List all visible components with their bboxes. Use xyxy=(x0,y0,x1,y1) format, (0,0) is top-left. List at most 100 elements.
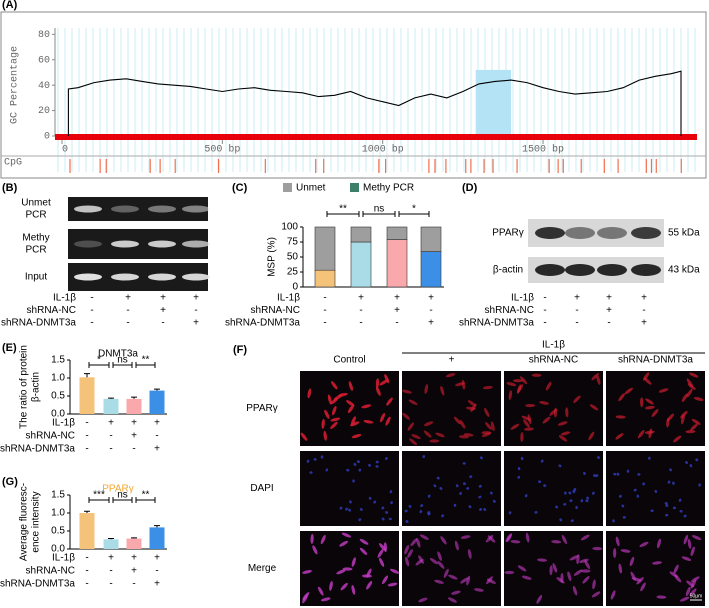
cell xyxy=(584,560,591,570)
significance: ** xyxy=(142,490,150,501)
cell xyxy=(435,432,445,438)
treatment-label: shRNA-NC xyxy=(26,431,75,442)
cell xyxy=(626,469,630,473)
cell xyxy=(460,577,469,584)
treatment-sign: + xyxy=(131,431,137,442)
blot-band xyxy=(597,227,627,239)
cell xyxy=(685,461,688,464)
y-tick-label: 50 xyxy=(287,252,299,263)
treatment-label: shRNA-DNMT3a xyxy=(225,318,300,329)
gel-row-label: PCR xyxy=(25,245,46,256)
cell xyxy=(637,430,645,439)
gel-band xyxy=(148,240,176,248)
cell xyxy=(352,479,355,483)
cell xyxy=(580,499,584,503)
cell xyxy=(569,499,573,502)
cell xyxy=(489,491,493,495)
treatment-sign: - xyxy=(161,318,164,329)
cell xyxy=(473,588,484,592)
gel-band xyxy=(74,205,102,213)
cell xyxy=(437,551,442,561)
cell xyxy=(448,574,458,580)
cell xyxy=(567,571,572,582)
cell xyxy=(563,502,567,506)
significance: ** xyxy=(339,204,347,215)
chart-title: PPARγ xyxy=(102,484,134,495)
cell xyxy=(589,404,599,411)
cell xyxy=(555,505,559,509)
cell xyxy=(424,384,429,394)
cell xyxy=(592,474,597,477)
treatment-label: shRNA-NC xyxy=(27,305,76,316)
y-tick-label: 80 xyxy=(38,30,50,41)
treatment-sign: + xyxy=(108,418,114,429)
cell xyxy=(388,517,392,521)
error-bar xyxy=(84,510,90,513)
cell xyxy=(427,494,431,498)
treatment-sign: - xyxy=(575,318,578,329)
y-tick-label: 0.0 xyxy=(51,544,65,555)
treatment-label: shRNA-NC xyxy=(26,566,75,577)
bar-segment xyxy=(386,239,408,288)
cell xyxy=(384,374,390,384)
cell xyxy=(683,534,689,545)
cell xyxy=(613,547,617,558)
cell xyxy=(504,570,515,575)
cell xyxy=(665,504,669,507)
cell xyxy=(557,421,568,426)
cell xyxy=(615,536,620,547)
treatment-sign: - xyxy=(607,318,610,329)
panel-label: (G) xyxy=(2,476,18,488)
cell xyxy=(466,487,470,490)
cell xyxy=(523,419,530,428)
bar-segment xyxy=(350,226,372,243)
cell xyxy=(545,381,552,391)
cell xyxy=(367,464,372,467)
cell xyxy=(592,546,603,551)
cell xyxy=(640,397,644,408)
gc-line xyxy=(67,70,682,136)
error-bar xyxy=(108,538,114,540)
cell xyxy=(381,575,389,585)
image-column-label: shRNA-DNMT3a xyxy=(618,355,693,366)
cell xyxy=(306,459,310,463)
treatment-sign: - xyxy=(323,293,326,304)
cell xyxy=(630,571,636,581)
error-bar xyxy=(154,388,160,391)
cell xyxy=(361,574,372,578)
treatment-label: IL-1β xyxy=(52,418,75,429)
y-tick-label: 20 xyxy=(38,106,50,117)
cell xyxy=(338,392,348,397)
blot-band xyxy=(631,227,661,239)
cell xyxy=(624,387,633,395)
cell xyxy=(325,468,329,472)
treatment-sign: - xyxy=(90,305,93,316)
error-bar xyxy=(154,525,160,528)
treatment-sign: + xyxy=(154,579,160,590)
micrograph xyxy=(504,371,603,446)
cell xyxy=(359,538,369,545)
cell xyxy=(667,480,671,484)
bar xyxy=(149,390,165,414)
cell xyxy=(613,472,617,476)
image-column-label: + xyxy=(449,355,455,366)
cell xyxy=(427,512,431,516)
cell xyxy=(478,484,482,488)
cell xyxy=(560,572,564,583)
cell xyxy=(657,538,662,549)
treatment-sign: - xyxy=(85,444,88,455)
cell xyxy=(455,382,465,387)
cell xyxy=(592,579,596,590)
treatment-sign: + xyxy=(160,293,166,304)
cell xyxy=(517,467,521,471)
cell xyxy=(310,533,314,544)
cell xyxy=(443,568,449,578)
cell xyxy=(350,421,360,427)
cell xyxy=(690,546,695,557)
cell xyxy=(551,540,562,544)
cell xyxy=(595,474,599,478)
cell xyxy=(610,590,616,600)
cell xyxy=(404,509,408,513)
cell xyxy=(506,533,513,543)
cell xyxy=(375,378,380,389)
